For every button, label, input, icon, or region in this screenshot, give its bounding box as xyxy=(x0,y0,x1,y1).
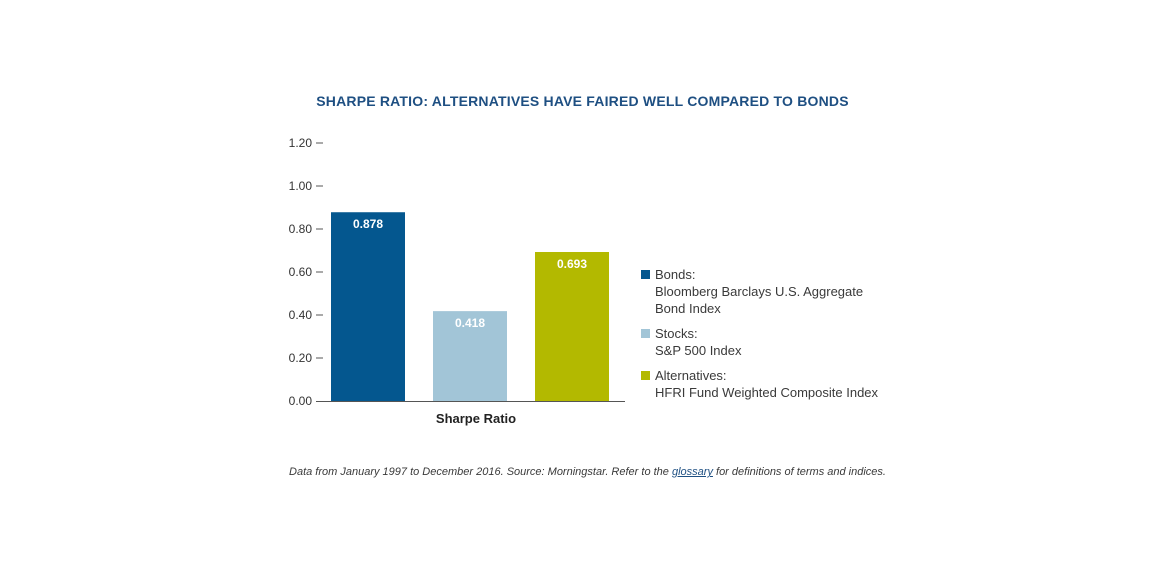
footnote-text-before: Data from January 1997 to December 2016.… xyxy=(289,466,672,478)
legend-desc-bonds: Bloomberg Barclays U.S. Aggregate Bond I… xyxy=(655,284,864,316)
legend-item-alternatives: Alternatives: HFRI Fund Weighted Composi… xyxy=(641,367,941,401)
legend-label-stocks: Stocks: xyxy=(655,326,698,341)
legend-swatch-stocks xyxy=(641,329,650,338)
legend-item-stocks: Stocks: S&P 500 Index xyxy=(641,325,941,359)
legend-desc-alternatives: HFRI Fund Weighted Composite Index xyxy=(655,385,879,400)
bar-value-label: 0.878 xyxy=(353,217,383,231)
bar-alternatives xyxy=(535,252,609,401)
legend-swatch-bonds xyxy=(641,270,650,279)
y-tick-label: 0.40 xyxy=(289,308,313,322)
chart-title: SHARPE RATIO: ALTERNATIVES HAVE FAIRED W… xyxy=(316,93,849,109)
chart-legend: Bonds: Bloomberg Barclays U.S. Aggregate… xyxy=(641,266,941,409)
footnote: Data from January 1997 to December 2016.… xyxy=(0,466,1170,478)
glossary-link[interactable]: glossary xyxy=(671,466,713,478)
bar-bonds xyxy=(331,212,405,401)
legend-desc-stocks: S&P 500 Index xyxy=(655,343,742,358)
y-tick-label: 0.00 xyxy=(289,394,313,408)
x-axis-label: Sharpe Ratio xyxy=(436,411,516,426)
y-tick-label: 1.00 xyxy=(289,179,313,193)
legend-label-alternatives: Alternatives: xyxy=(655,368,727,383)
legend-swatch-alternatives xyxy=(641,371,650,380)
bar-value-label: 0.418 xyxy=(455,316,485,330)
y-tick-label: 0.80 xyxy=(289,222,313,236)
bar-stocks xyxy=(433,311,507,401)
legend-label-bonds: Bonds: xyxy=(655,267,696,282)
y-tick-label: 0.60 xyxy=(289,265,313,279)
y-tick-label: 1.20 xyxy=(289,136,313,150)
legend-item-bonds: Bonds: Bloomberg Barclays U.S. Aggregate… xyxy=(641,266,941,317)
y-tick-label: 0.20 xyxy=(289,351,313,365)
bar-value-label: 0.693 xyxy=(557,257,587,271)
footnote-text-after: for definitions of terms and indices. xyxy=(712,466,886,478)
